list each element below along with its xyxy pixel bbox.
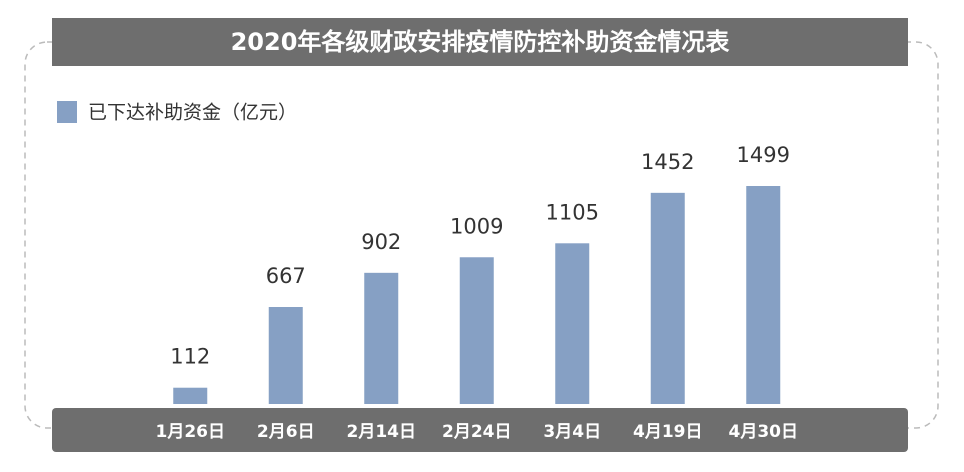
legend-label: 已下达补助资金（亿元） <box>88 102 297 124</box>
data-label: 1452 <box>641 150 694 174</box>
x-tick-label: 3月4日 <box>543 422 601 442</box>
data-label: 1105 <box>546 200 599 224</box>
title-banner <box>52 18 908 66</box>
bar <box>364 272 399 404</box>
bar <box>650 192 685 404</box>
x-tick-label: 4月30日 <box>729 422 799 442</box>
data-label: 1499 <box>737 143 790 167</box>
x-tick-label: 1月26日 <box>156 422 226 442</box>
x-tick-label: 4月19日 <box>633 422 703 442</box>
x-tick-label: 2月6日 <box>257 422 315 442</box>
bar <box>459 257 494 404</box>
legend-swatch <box>57 101 77 123</box>
bar <box>173 387 208 404</box>
x-tick-label: 2月24日 <box>442 422 512 442</box>
data-label: 112 <box>170 345 210 369</box>
data-label: 1009 <box>450 214 503 238</box>
bar <box>268 306 303 404</box>
category-band <box>52 408 908 452</box>
data-label: 902 <box>361 230 401 254</box>
bar <box>555 243 590 404</box>
bar <box>746 186 781 404</box>
chart-title: 2020年各级财政安排疫情防控补助资金情况表 <box>231 28 731 56</box>
data-label: 667 <box>266 264 306 288</box>
x-tick-label: 2月14日 <box>347 422 417 442</box>
